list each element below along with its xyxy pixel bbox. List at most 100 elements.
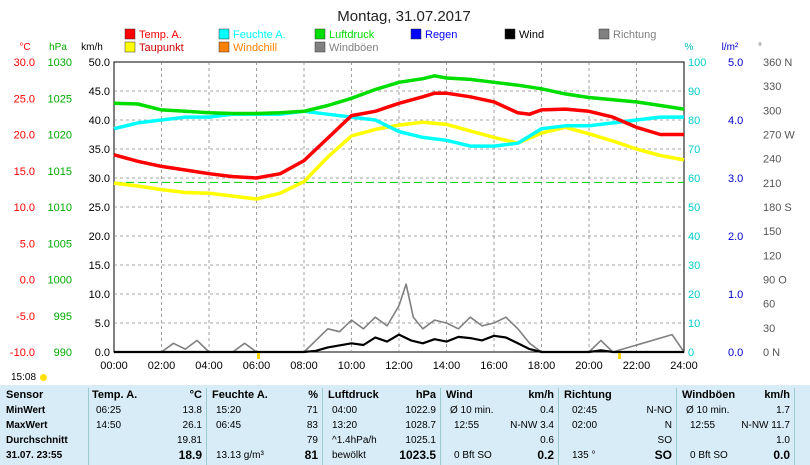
ytick-pressure: 995 (54, 311, 72, 323)
ytick-wind: 15.0 (89, 260, 110, 272)
ytick-pressure: 990 (54, 347, 72, 359)
direction-avg-value: SO (657, 435, 672, 446)
xtick-label: 08:00 (290, 360, 318, 372)
series-luftdruck (113, 74, 685, 116)
wind-current-value: 0.2 (537, 448, 554, 462)
legend-swatch (218, 41, 230, 53)
pressure-trend: ^1.4hPa/h (332, 435, 377, 446)
temp-max-time: 14:50 (96, 420, 122, 431)
axis-unit-temp: °C (19, 42, 30, 53)
ytick-direction: 120 (763, 250, 781, 262)
temp-column: Temp. A. °C 06:25 13.8 14:50 26.1 19.81 18.… (92, 388, 207, 465)
temp-min-value: 13.8 (182, 405, 202, 416)
ytick-direction: 240 (763, 154, 781, 166)
sensor-row-avg: Durchschnitt (6, 435, 68, 446)
pressure-column: Luftdruck hPa 04:00 1022.9 13:20 1028.7 ^1.… (328, 388, 441, 465)
pressure-unit: hPa (415, 389, 436, 401)
wind-avg-value: 0.6 (540, 435, 554, 446)
ytick-rain: 4.0 (728, 115, 743, 127)
ytick-direction: 330 (763, 81, 781, 93)
humidity-unit: % (308, 389, 318, 401)
xtick-label: 16:00 (480, 360, 508, 372)
gusts-avg10-value: 1.7 (776, 405, 790, 416)
ytick-humidity: 70 (688, 144, 700, 156)
pressure-min-value: 1022.9 (405, 405, 436, 416)
legend-swatch (124, 41, 136, 53)
current-time: 15:08 (11, 372, 37, 383)
pressure-current-value: 1023.5 (399, 448, 436, 462)
humidity-abs-value: 13.13 g/m³ (216, 450, 264, 461)
gusts-bft: 0 Bft SO (690, 450, 728, 461)
xtick-label: 20:00 (575, 360, 603, 372)
legend-label: Feuchte A. (233, 29, 286, 41)
ytick-pressure: 1000 (48, 275, 72, 287)
ytick-humidity: 80 (688, 115, 700, 127)
stats-panel: 15:08 Sensor MinWert MaxWert Durchschnit… (0, 372, 810, 465)
sunset-marker (618, 353, 621, 359)
temp-current-value: 18.9 (178, 448, 202, 462)
ytick-wind: 40.0 (89, 115, 110, 127)
gusts-max-value: N-NW 11.7 (741, 420, 790, 431)
ytick-rain: 0.0 (728, 347, 743, 359)
legend-label: Windböen (329, 42, 379, 54)
ytick-temp: 25.0 (14, 93, 35, 105)
temp-unit: °C (189, 389, 202, 401)
ytick-direction: 60 (763, 299, 775, 311)
direction-min-time: 02:45 (572, 405, 598, 416)
pressure-header: Luftdruck (328, 389, 379, 401)
xtick-label: 04:00 (195, 360, 223, 372)
axis-unit-wind: km/h (81, 42, 103, 53)
legend-label: Regen (425, 29, 457, 41)
ytick-humidity: 60 (688, 173, 700, 185)
ytick-pressure: 1005 (48, 238, 72, 250)
axis-unit-pressure: hPa (49, 42, 67, 53)
humidity-avg-value: 79 (306, 435, 318, 446)
direction-current-value: SO (654, 448, 672, 462)
sensor-header: Sensor (6, 389, 44, 401)
ytick-direction: 150 (763, 226, 781, 238)
ytick-direction: 300 (763, 105, 781, 117)
gusts-unit: km/h (764, 389, 790, 401)
xtick-label: 02:00 (148, 360, 176, 372)
direction-header: Richtung (564, 389, 612, 401)
legend-swatch (314, 28, 326, 40)
wind-column: Wind km/h Ø 10 min. 0.4 12:55 N-NW 3.4 0.6 … (446, 388, 559, 465)
xtick-label: 12:00 (385, 360, 413, 372)
xtick-label: 10:00 (338, 360, 366, 372)
ytick-wind: 20.0 (89, 231, 110, 243)
chart-title: Montag, 31.07.2017 (337, 8, 470, 25)
ytick-humidity: 100 (688, 57, 706, 69)
time-bar: 15:08 (0, 372, 810, 385)
ytick-rain: 3.0 (728, 173, 743, 185)
direction-degrees: 135 ° (572, 450, 596, 461)
ytick-direction: 270 W (763, 130, 795, 142)
axis-ticks: 30.025.020.015.010.05.00.0-5.0-10.010301… (10, 57, 795, 359)
legend-swatch (504, 28, 516, 40)
series-feuchte-a- (113, 109, 684, 148)
ytick-temp: 0.0 (20, 275, 35, 287)
ytick-humidity: 20 (688, 289, 700, 301)
weather-chart: Montag, 31.07.2017 Temp. A. Feuchte A. Luf… (10, 8, 795, 372)
ytick-humidity: 10 (688, 318, 700, 330)
xtick-label: 00:00 (100, 360, 128, 372)
pressure-avg-value: 1025.1 (405, 435, 436, 446)
xtick-label: 24:00 (670, 360, 698, 372)
wind-max-time: 12:55 (454, 420, 480, 431)
humidity-column: Feuchte A.% 15:20 71 06:45 83 79 13.13 g/m… (212, 388, 323, 465)
legend: Temp. A. Feuchte A. Luftdruck Regen Wind Rich… (124, 28, 656, 54)
ytick-direction: 0 N (763, 347, 780, 359)
ytick-direction: 30 (763, 323, 775, 335)
temp-avg-value: 19.81 (176, 435, 202, 446)
legend-label: Luftdruck (329, 29, 375, 41)
legend-swatch (218, 28, 230, 40)
ytick-humidity: 0 (688, 347, 694, 359)
sensor-row-min: MinWert (6, 405, 46, 416)
ytick-temp: -5.0 (16, 311, 35, 323)
xtick-label: 14:00 (433, 360, 461, 372)
humidity-current-value: 81 (304, 448, 318, 462)
humidity-min-time: 15:20 (216, 405, 242, 416)
ytick-wind: 45.0 (89, 86, 110, 98)
ytick-wind: 30.0 (89, 173, 110, 185)
wind-max-value: N-NW 3.4 (510, 420, 554, 431)
ytick-temp: -10.0 (10, 347, 35, 359)
